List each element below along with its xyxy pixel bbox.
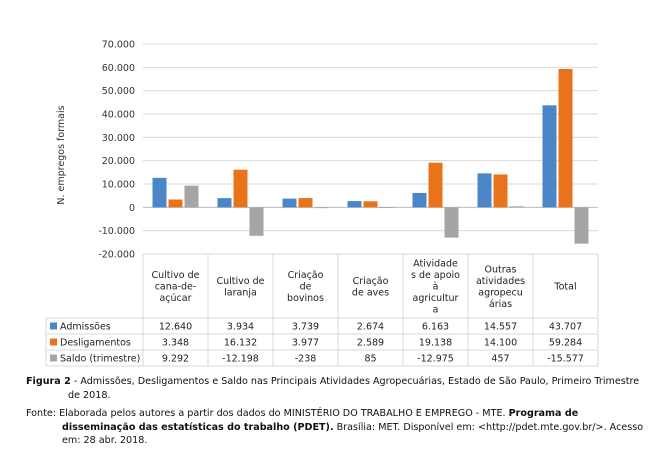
legend-swatch [50,354,57,362]
source-prefix: Fonte: Elaborada pelos autores a partir … [26,408,509,419]
caption-source: Fonte: Elaborada pelos autores a partir … [26,407,646,448]
data-value: -238 [295,354,317,365]
bar [542,105,557,208]
category-label: laranja [224,287,257,298]
bar [298,198,313,208]
category-label: Atividade [413,259,458,270]
data-value: -12.975 [417,354,454,365]
figure-caption: Figura 2 - Admissões, Desligamentos e Sa… [26,375,646,448]
bar [444,207,459,238]
data-value: 3.934 [227,322,254,333]
bar [184,185,199,208]
bar [558,69,573,208]
data-value: 14.100 [484,338,517,349]
data-value: 6.163 [422,322,449,333]
y-tick-label: 10.000 [102,180,135,191]
gridlines [143,43,598,255]
y-axis-ticks: 70.000 60.000 50.000 40.000 30.000 20.000 10.0… [98,40,135,261]
y-tick-label: 0 [129,203,135,214]
data-value: 2.589 [357,338,384,349]
bar [249,207,264,236]
bar [217,198,232,208]
data-value: 3.977 [292,338,319,349]
legend-swatch [50,322,57,330]
bar [574,207,589,244]
category-label: agricultur [413,293,459,304]
bar [314,207,329,209]
source-suffix: Brasília: MET. Disponível em: <http://pd… [62,421,644,447]
data-value: 16.132 [224,338,257,349]
bar [347,201,362,208]
data-value: 3.348 [162,338,189,349]
bar [168,199,183,208]
y-tick-label: -20.000 [98,250,135,261]
bar [493,174,508,208]
bar [152,177,167,208]
category-label: agropecu [478,287,522,298]
bar [379,207,394,208]
data-value: -15.577 [547,354,584,365]
category-label: s de apoio [411,270,460,281]
y-tick-label: -10.000 [98,226,135,237]
data-value: 457 [491,354,509,365]
bar [509,206,524,208]
category-label: a [433,305,439,316]
category-label: Criação [288,270,324,281]
legend-entry: Admissões [60,322,111,333]
category-label: açúcar [159,293,191,304]
y-tick-label: 40.000 [102,110,135,121]
legend-swatch [50,338,57,346]
bar [233,169,248,208]
y-tick-label: 70.000 [102,40,135,51]
data-value: 14.557 [484,322,517,333]
category-label: bovinos [287,293,324,304]
bar [282,198,297,208]
bar [428,162,443,208]
data-value: 85 [364,354,376,365]
bars [152,69,589,244]
figure-text: - Admissões, Desligamentos e Saldo nas P… [68,376,640,401]
y-tick-label: 30.000 [102,133,135,144]
category-label: de [300,282,312,293]
bar [363,201,378,208]
bar [477,173,492,208]
chart: 70.000 60.000 50.000 40.000 30.000 20.000 10.0… [45,40,599,367]
y-tick-label: 60.000 [102,63,135,74]
legend-entry: Saldo (trimestre) [60,354,140,365]
figure-label: Figura 2 [26,376,71,387]
caption-title: Figura 2 - Admissões, Desligamentos e Sa… [26,375,646,402]
data-value: 2.674 [357,322,384,333]
data-value: -12.198 [222,354,259,365]
bar [412,192,427,208]
category-label: atividades [476,276,525,287]
category-label: Criação [353,276,389,287]
category-label: Cultivo de [217,276,265,287]
y-axis-label: N. empregos formais [56,105,67,204]
source-title: Programa de disseminação das estatística… [62,408,579,433]
category-label: Cultivo de [152,270,200,281]
data-value: 12.640 [159,322,192,333]
y-tick-label: 20.000 [102,156,135,167]
data-value: 19.138 [419,338,452,349]
category-label: cana-de- [155,282,197,293]
y-tick-label: 50.000 [102,86,135,97]
category-label: à [433,282,439,293]
data-value: 43.707 [549,322,582,333]
legend-entry: Desligamentos [60,338,131,349]
data-value: 9.292 [162,354,189,365]
data-value: 3.739 [292,322,319,333]
category-label: Total [553,282,576,293]
category-label: de aves [352,287,389,298]
category-label: Outras [485,264,517,275]
data-value: 59.284 [549,338,582,349]
category-label: árias [489,299,512,310]
